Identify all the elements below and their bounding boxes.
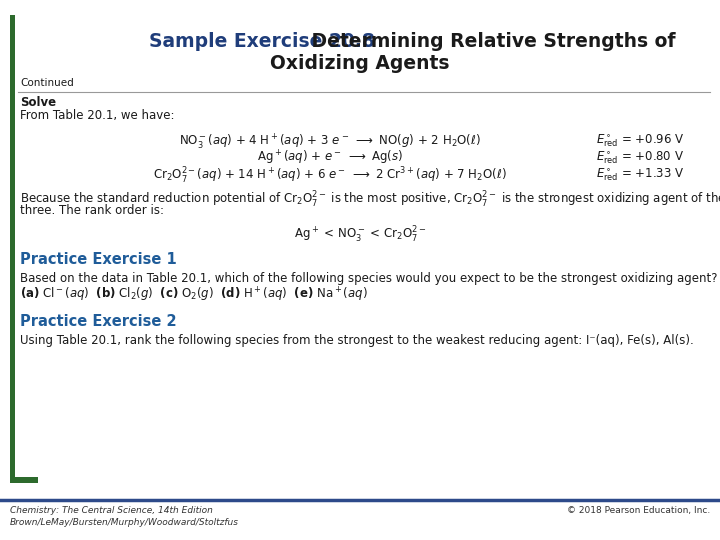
Text: Ag$^+$ < NO$_3^-$ < Cr$_2$O$_7^{2-}$: Ag$^+$ < NO$_3^-$ < Cr$_2$O$_7^{2-}$ xyxy=(294,225,426,245)
Text: Practice Exercise 2: Practice Exercise 2 xyxy=(20,314,176,329)
Text: $E^\circ_{\rm red}$ = +0.96 V: $E^\circ_{\rm red}$ = +0.96 V xyxy=(595,132,684,148)
Text: © 2018 Pearson Education, Inc.: © 2018 Pearson Education, Inc. xyxy=(567,506,710,515)
Bar xyxy=(10,477,38,483)
Text: Solve: Solve xyxy=(20,96,56,109)
Text: Because the standard reduction potential of Cr$_2$O$_7^{2-}$ is the most positiv: Because the standard reduction potential… xyxy=(20,190,720,210)
Text: Practice Exercise 1: Practice Exercise 1 xyxy=(20,252,176,267)
Text: Continued: Continued xyxy=(20,78,73,88)
Text: $\mathbf{(a)}$ Cl$^-$($aq$)  $\mathbf{(b)}$ Cl$_2$($g$)  $\mathbf{(c)}$ O$_2$($g: $\mathbf{(a)}$ Cl$^-$($aq$) $\mathbf{(b)… xyxy=(20,286,368,305)
Text: Sample Exercise 20.8: Sample Exercise 20.8 xyxy=(150,32,375,51)
Text: Using Table 20.1, rank the following species from the strongest to the weakest r: Using Table 20.1, rank the following spe… xyxy=(20,334,694,347)
Text: Determining Relative Strengths of: Determining Relative Strengths of xyxy=(305,32,676,51)
Text: Ag$^+$($aq$) + $e^-$ $\longrightarrow$ Ag($s$): Ag$^+$($aq$) + $e^-$ $\longrightarrow$ A… xyxy=(257,149,403,167)
Text: Chemistry: The Central Science, 14th Edition: Chemistry: The Central Science, 14th Edi… xyxy=(10,506,213,515)
Text: Based on the data in Table 20.1, which of the following species would you expect: Based on the data in Table 20.1, which o… xyxy=(20,272,718,285)
Text: Oxidizing Agents: Oxidizing Agents xyxy=(270,54,450,73)
Text: From Table 20.1, we have:: From Table 20.1, we have: xyxy=(20,109,174,122)
Text: $E^\circ_{\rm red}$ = +1.33 V: $E^\circ_{\rm red}$ = +1.33 V xyxy=(595,166,684,183)
Text: Brown/LeMay/Bursten/Murphy/Woodward/Stoltzfus: Brown/LeMay/Bursten/Murphy/Woodward/Stol… xyxy=(10,518,239,527)
Text: $E^\circ_{\rm red}$ = +0.80 V: $E^\circ_{\rm red}$ = +0.80 V xyxy=(596,149,684,166)
Text: three. The rank order is:: three. The rank order is: xyxy=(20,204,164,217)
Text: Cr$_2$O$_7^{2-}$($aq$) + 14 H$^+$($aq$) + 6 $e^-$ $\longrightarrow$ 2 Cr$^{3+}$(: Cr$_2$O$_7^{2-}$($aq$) + 14 H$^+$($aq$) … xyxy=(153,166,507,186)
Text: NO$_3^-$($aq$) + 4 H$^+$($aq$) + 3 $e^-$ $\longrightarrow$ NO($g$) + 2 H$_2$O($\: NO$_3^-$($aq$) + 4 H$^+$($aq$) + 3 $e^-$… xyxy=(179,132,481,151)
Bar xyxy=(10,15,15,477)
